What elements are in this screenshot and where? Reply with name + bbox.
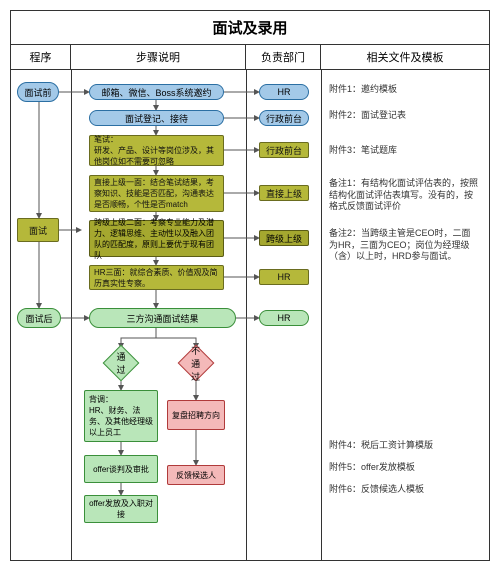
- header-procedure: 程序: [11, 45, 71, 69]
- note-a5: 附件5：offer发放模板: [329, 462, 415, 474]
- decision-fail-label: 不通过: [188, 344, 204, 383]
- note-a1: 附件1：邀约模板: [329, 84, 397, 96]
- fail-feedback: 反馈候选人: [167, 465, 225, 485]
- column-headers: 程序 步骤说明 负责部门 相关文件及模板: [11, 45, 489, 70]
- dept-skip: 跨级上级: [259, 230, 309, 246]
- note-b2: 备注2：当跨级主管是CEO时，二面为HR，三面为CEO；岗位为经理级（含）以上时…: [329, 228, 479, 263]
- pass-send-offer: offer发放及入职对接: [84, 495, 158, 523]
- divider-2: [246, 70, 247, 560]
- step-round1: 直接上级一面：结合笔试结果，考察知识、技能是否匹配，沟通表达是否顺畅，个性是否m…: [89, 175, 224, 212]
- stage-after: 面试后: [17, 308, 61, 328]
- dept-hr-2: HR: [259, 269, 309, 285]
- dept-direct: 直接上级: [259, 185, 309, 201]
- fail-adjust: 复盘招聘方向: [167, 400, 225, 430]
- flowchart-page: 面试及录用 程序 步骤说明 负责部门 相关文件及模板: [10, 10, 490, 561]
- decision-pass: 通过: [103, 345, 140, 382]
- page-title: 面试及录用: [11, 11, 489, 45]
- note-b1: 备注1：有结构化面试评估表的，按照结构化面试评估表填写。没有的，按格式反馈面试评…: [329, 178, 479, 213]
- stage-before: 面试前: [17, 82, 59, 102]
- stage-mid: 面试: [17, 218, 59, 242]
- dept-hr-3: HR: [259, 310, 309, 326]
- step-invite: 邮箱、微信、Boss系统邀约: [89, 84, 224, 100]
- pass-negotiate: offer谈判及审批: [84, 455, 158, 483]
- note-a2: 附件2：面试登记表: [329, 110, 406, 122]
- flowchart-body: 面试前 面试 面试后 邮箱、微信、Boss系统邀约 面试登记、接待 笔试： 研发…: [11, 70, 489, 560]
- divider-3: [321, 70, 322, 560]
- header-dept: 负责部门: [246, 45, 321, 69]
- header-steps: 步骤说明: [71, 45, 246, 69]
- step-round3: HR三面：就综合素质、价值观及简历真实性专察。: [89, 265, 224, 290]
- step-tri: 三方沟通面试结果: [89, 308, 236, 328]
- step-written: 笔试： 研发、产品、设计等岗位涉及，其他岗位如不需要可忽略: [89, 135, 224, 166]
- divider-1: [71, 70, 72, 560]
- step-checkin: 面试登记、接待: [89, 110, 224, 126]
- note-a6: 附件6：反馈候选人模板: [329, 484, 424, 496]
- note-a4: 附件4：税后工资计算模版: [329, 440, 433, 452]
- dept-front-1: 行政前台: [259, 110, 309, 126]
- pass-background-check: 背调： HR、财务、法务、及其他经理级以上员工: [84, 390, 158, 442]
- dept-front-2: 行政前台: [259, 142, 309, 158]
- decision-pass-label: 通过: [113, 350, 129, 376]
- dept-hr-1: HR: [259, 84, 309, 100]
- header-files: 相关文件及模板: [321, 45, 489, 69]
- note-a3: 附件3：笔试题库: [329, 145, 397, 157]
- step-round2: 跨级上级二面：考察专业能力及潜力、逻辑思维、主动性以及融入团队的匹配度，原则上要…: [89, 220, 224, 257]
- decision-fail: 不通过: [178, 345, 215, 382]
